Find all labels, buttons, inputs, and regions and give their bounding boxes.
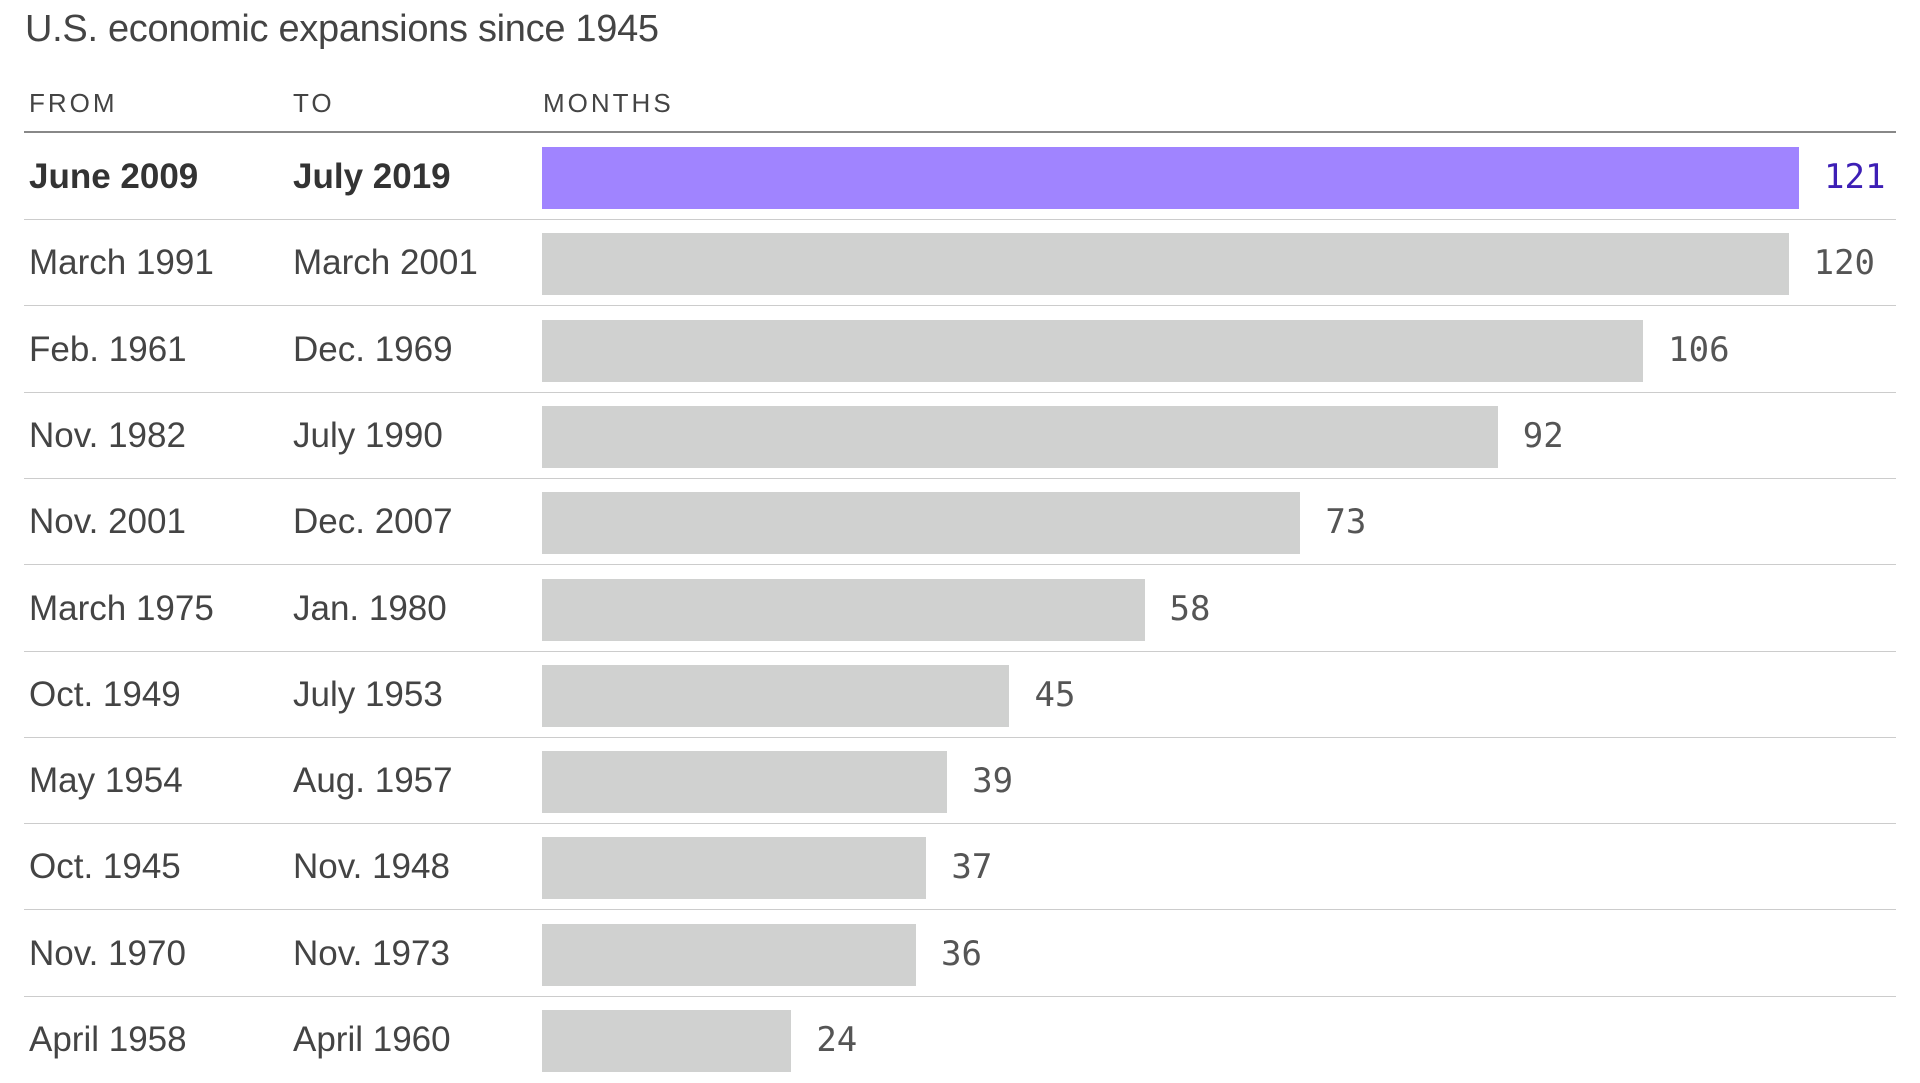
- value-label: 121: [1824, 157, 1886, 197]
- to-date: Nov. 1973: [293, 933, 450, 973]
- to-date: Jan. 1980: [293, 588, 447, 628]
- row-divider: [24, 823, 1896, 825]
- from-date: Oct. 1949: [29, 674, 181, 714]
- to-date: April 1960: [293, 1020, 451, 1059]
- from-date: Nov. 1970: [29, 933, 186, 973]
- bar: [542, 751, 948, 814]
- row-divider: [24, 736, 1896, 738]
- header-from: FROM: [29, 88, 118, 118]
- from-date: March 1991: [29, 243, 214, 283]
- from-date: Feb. 1961: [29, 329, 187, 369]
- bar: [542, 147, 1799, 209]
- row-divider: [24, 391, 1896, 393]
- bar: [542, 319, 1644, 382]
- value-label: 120: [1813, 243, 1876, 284]
- header-divider: [24, 131, 1896, 133]
- to-date: March 2001: [293, 243, 478, 283]
- table-row: April 1958 April 1960 24: [0, 997, 1920, 1083]
- row-divider: [24, 650, 1896, 652]
- bar: [542, 492, 1301, 555]
- table-row: Nov. 1982 July 1990 92: [0, 393, 1920, 479]
- to-date: July 1990: [293, 415, 443, 455]
- table-row: Oct. 1945 Nov. 1948 37: [0, 824, 1920, 911]
- bar: [542, 1010, 792, 1072]
- from-date: Oct. 1945: [29, 847, 181, 887]
- table-row: Oct. 1949 July 1953 45: [0, 652, 1920, 738]
- row-divider: [24, 995, 1896, 997]
- value-label: 45: [1034, 674, 1076, 715]
- from-date: Nov. 1982: [29, 415, 186, 455]
- bar: [542, 233, 1789, 296]
- to-date: Dec. 2007: [293, 502, 453, 542]
- value-label: 73: [1325, 502, 1367, 543]
- from-date: May 1954: [29, 761, 183, 801]
- value-label: 24: [816, 1020, 858, 1060]
- bar: [542, 837, 927, 900]
- value-label: 92: [1522, 415, 1564, 456]
- to-date: July 1953: [293, 674, 443, 714]
- row-divider: [24, 219, 1896, 220]
- value-label: 106: [1668, 329, 1730, 370]
- value-label: 39: [972, 761, 1014, 802]
- bar: [542, 405, 1498, 468]
- value-label: 37: [951, 847, 993, 888]
- table-row: March 1975 Jan. 1980 58: [0, 566, 1920, 652]
- to-date: July 2019: [293, 157, 451, 196]
- header-to: TO: [293, 88, 335, 118]
- bar: [542, 923, 916, 986]
- bar: [542, 664, 1010, 727]
- table-row: Feb. 1961 Dec. 1969 106: [0, 307, 1920, 393]
- row-divider: [24, 305, 1896, 307]
- table-row: March 1991 March 2001 120: [0, 220, 1920, 307]
- from-date: March 1975: [29, 588, 214, 628]
- to-date: Nov. 1948: [293, 847, 450, 887]
- row-divider: [24, 477, 1896, 479]
- chart-title: U.S. economic expansions since 1945: [25, 8, 659, 50]
- from-date: April 1958: [29, 1020, 187, 1059]
- table-row: Nov. 2001 Dec. 2007 73: [0, 479, 1920, 566]
- header-months: MONTHS: [543, 88, 674, 118]
- table-row: May 1954 Aug. 1957 39: [0, 738, 1920, 825]
- to-date: Dec. 1969: [293, 329, 453, 369]
- from-date: Nov. 2001: [29, 502, 186, 542]
- value-label: 58: [1169, 588, 1211, 629]
- value-label: 36: [940, 933, 982, 974]
- table-row: Nov. 1970 Nov. 1973 36: [0, 911, 1920, 997]
- to-date: Aug. 1957: [293, 761, 453, 801]
- table-row: June 2009 July 2019 121: [0, 134, 1920, 220]
- row-divider: [24, 564, 1896, 566]
- row-divider: [24, 909, 1896, 911]
- bar: [542, 578, 1145, 641]
- from-date: June 2009: [29, 157, 199, 196]
